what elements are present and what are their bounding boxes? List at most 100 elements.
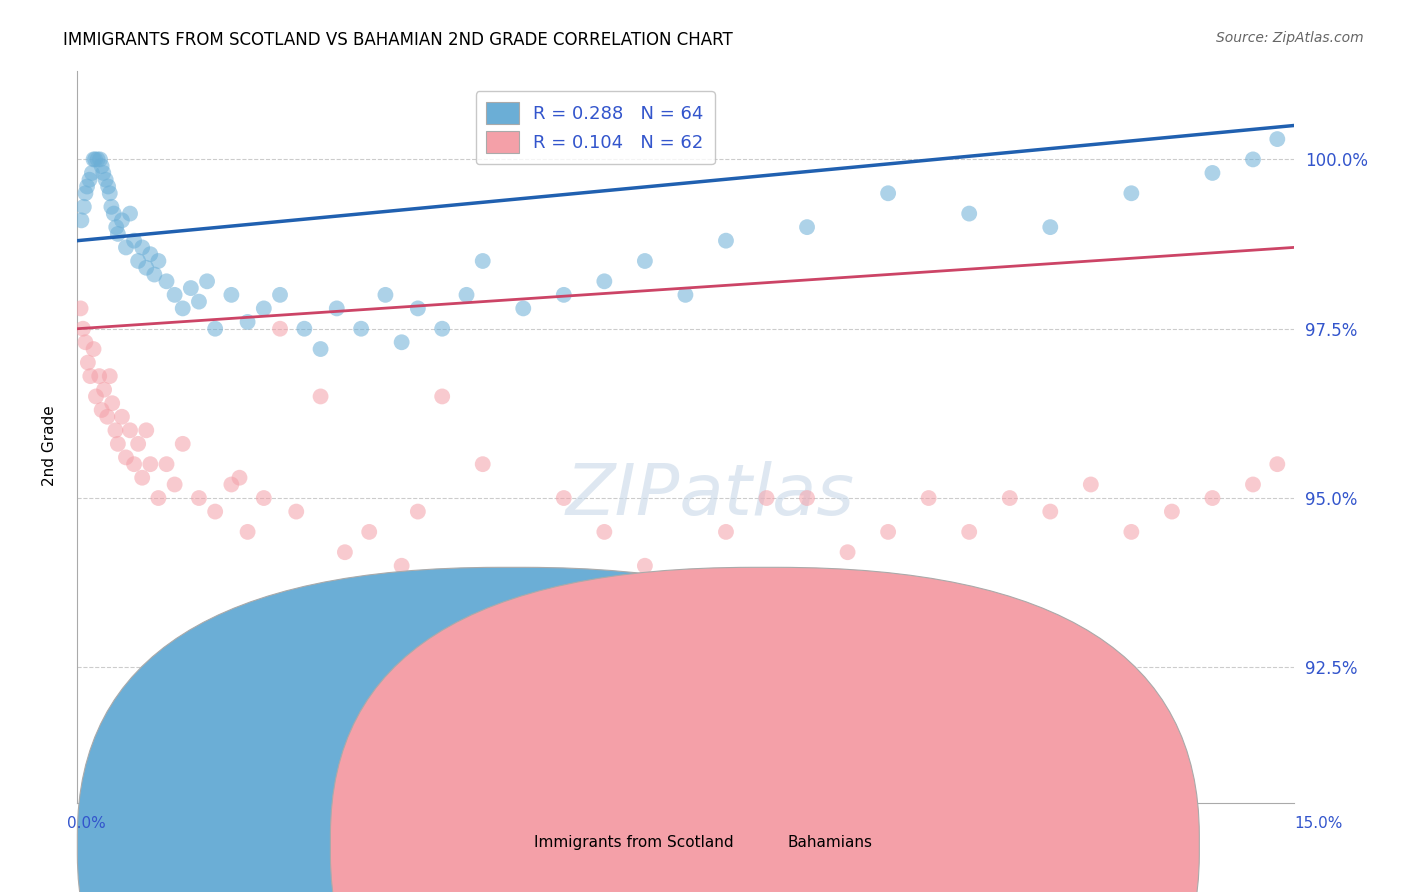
Point: [204, 505, 226, 519]
Point: [91, 166, 114, 180]
Point: [118, 423, 141, 437]
Point: [122, 234, 145, 248]
Point: [326, 301, 349, 316]
Point: [269, 322, 291, 336]
Point: [236, 524, 259, 539]
Point: [228, 471, 250, 485]
Point: [131, 471, 153, 485]
Point: [148, 491, 170, 505]
Point: [79, 172, 101, 186]
Point: [83, 342, 105, 356]
Point: [1201, 491, 1223, 505]
Point: [163, 477, 186, 491]
Point: [1161, 505, 1184, 519]
Point: [512, 301, 534, 316]
Point: [122, 457, 145, 471]
Point: [998, 491, 1021, 505]
Point: [553, 491, 575, 505]
Point: [714, 234, 737, 248]
Point: [877, 524, 900, 539]
Point: [75, 335, 97, 350]
Point: [93, 383, 115, 397]
Point: [103, 206, 125, 220]
Point: [796, 220, 818, 235]
Point: [1201, 166, 1223, 180]
Text: Bahamians: Bahamians: [787, 836, 872, 850]
Point: [309, 342, 332, 356]
Point: [714, 524, 737, 539]
Point: [86, 153, 108, 167]
Point: [100, 200, 122, 214]
Point: [634, 254, 657, 268]
Point: [359, 524, 381, 539]
Point: [127, 437, 149, 451]
Point: [512, 592, 534, 607]
Point: [253, 301, 276, 316]
Point: [1241, 477, 1264, 491]
Point: [107, 437, 129, 451]
Point: [1241, 153, 1264, 167]
Point: [139, 247, 162, 261]
Point: [553, 288, 575, 302]
Point: [471, 457, 494, 471]
Point: [148, 254, 170, 268]
Point: [350, 322, 373, 336]
Point: [918, 491, 941, 505]
Point: [1080, 477, 1102, 491]
Point: [957, 206, 980, 220]
Text: 2nd Grade: 2nd Grade: [42, 406, 56, 486]
Point: [73, 200, 96, 214]
Point: [98, 369, 121, 384]
Point: [188, 294, 211, 309]
Point: [180, 281, 202, 295]
Point: [163, 288, 186, 302]
Point: [75, 186, 97, 201]
Point: [83, 153, 105, 167]
Point: [111, 213, 134, 227]
Text: ZIPatlas: ZIPatlas: [565, 461, 855, 530]
Text: Immigrants from Scotland: Immigrants from Scotland: [534, 836, 734, 850]
Point: [675, 572, 697, 586]
Point: [135, 423, 157, 437]
Point: [391, 558, 413, 573]
Point: [97, 179, 120, 194]
Point: [406, 505, 429, 519]
FancyBboxPatch shape: [77, 567, 946, 892]
Point: [406, 301, 429, 316]
Point: [1039, 220, 1062, 235]
Point: [456, 288, 478, 302]
Point: [1039, 505, 1062, 519]
Point: [90, 159, 112, 173]
Text: Source: ZipAtlas.com: Source: ZipAtlas.com: [1216, 31, 1364, 45]
Point: [430, 389, 453, 403]
Point: [98, 186, 121, 201]
Point: [172, 437, 194, 451]
Text: 0.0%: 0.0%: [67, 816, 107, 831]
Point: [374, 288, 396, 302]
Point: [285, 505, 308, 519]
Point: [471, 254, 494, 268]
Point: [76, 355, 98, 369]
Point: [70, 213, 93, 227]
Point: [292, 322, 315, 336]
Point: [333, 545, 356, 559]
Point: [96, 409, 118, 424]
Point: [104, 423, 127, 437]
Point: [877, 186, 900, 201]
Point: [115, 450, 138, 465]
FancyBboxPatch shape: [330, 567, 1199, 892]
Point: [143, 268, 166, 282]
Point: [118, 206, 141, 220]
Point: [76, 179, 98, 194]
Point: [172, 301, 194, 316]
Point: [84, 389, 107, 403]
Point: [107, 227, 129, 241]
Point: [72, 322, 94, 336]
Point: [1265, 457, 1288, 471]
Text: IMMIGRANTS FROM SCOTLAND VS BAHAMIAN 2ND GRADE CORRELATION CHART: IMMIGRANTS FROM SCOTLAND VS BAHAMIAN 2ND…: [63, 31, 733, 49]
Point: [957, 524, 980, 539]
Point: [221, 477, 243, 491]
Point: [80, 166, 103, 180]
Point: [127, 254, 149, 268]
Point: [111, 409, 134, 424]
